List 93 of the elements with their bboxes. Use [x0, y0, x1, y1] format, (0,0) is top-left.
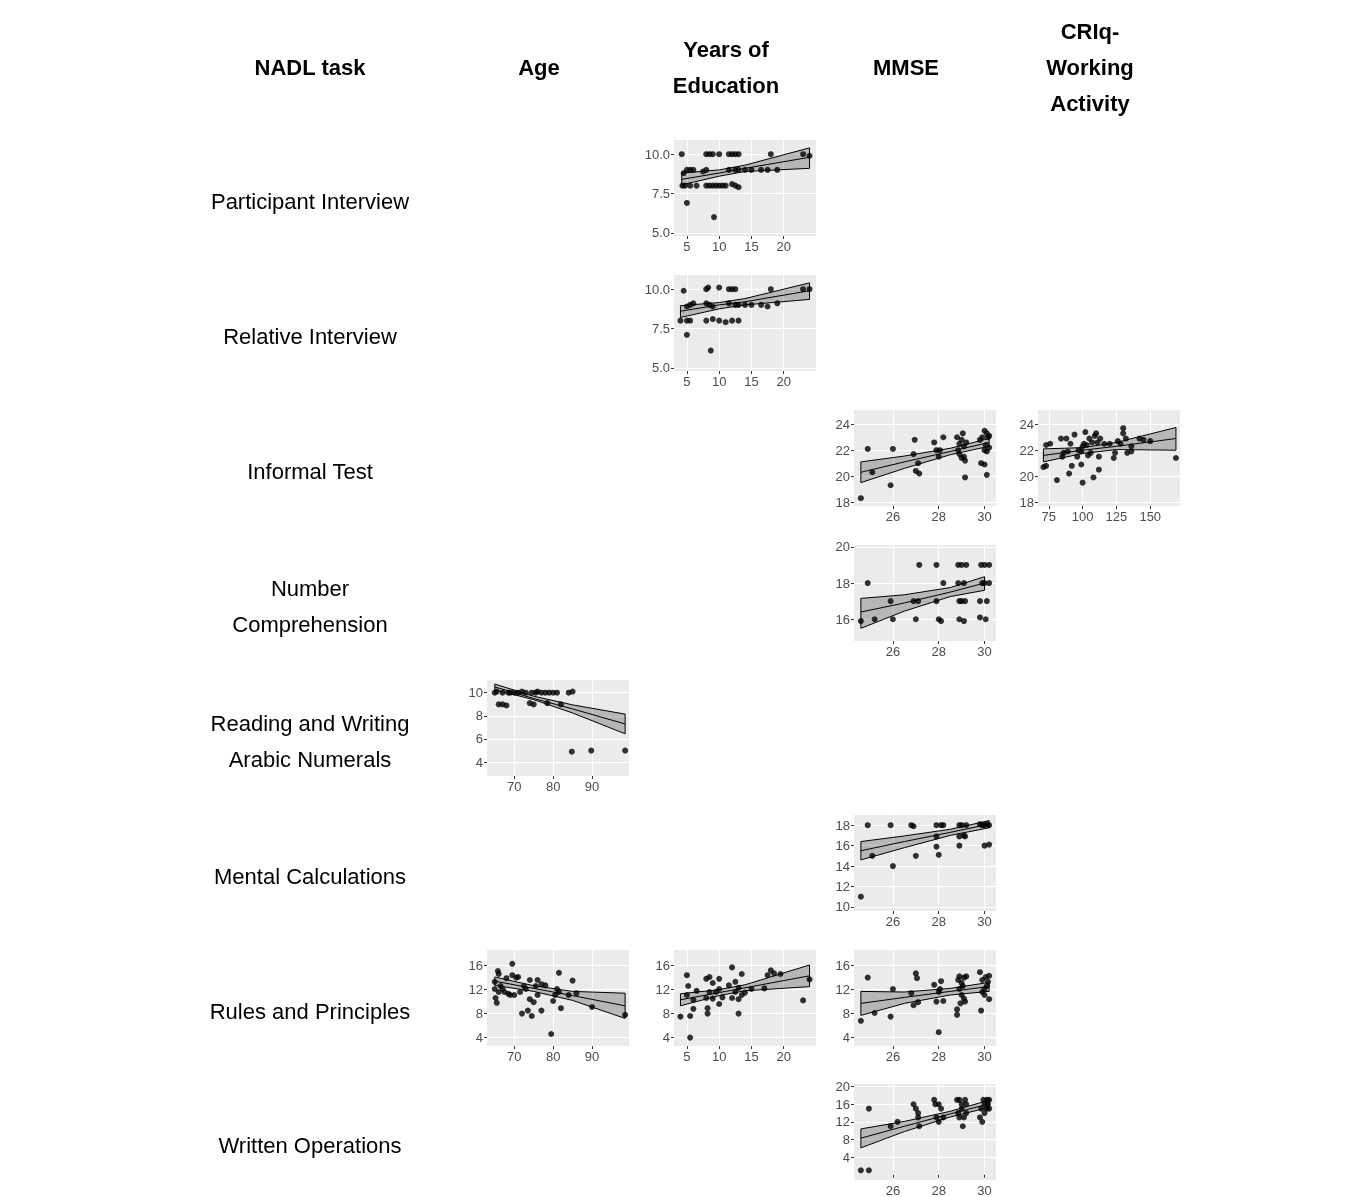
- x-tick-label: 26: [885, 644, 901, 659]
- y-tick-label: 18: [835, 494, 850, 510]
- text: Written Operations: [217, 1132, 403, 1160]
- y-tick-label: 12: [835, 1114, 850, 1130]
- y-tick-label: 4: [662, 1029, 670, 1045]
- y-tick-label: 16: [835, 1096, 850, 1112]
- y-tick-label: 12: [835, 981, 850, 997]
- y-tick-label: 12: [468, 981, 483, 997]
- x-tick-label: 70: [507, 1049, 522, 1064]
- y-tick-label: 8: [842, 1005, 850, 1021]
- x-tick-label: 10: [711, 374, 727, 389]
- x-tick-label: 5: [683, 1049, 691, 1064]
- x-tick-label: 30: [977, 644, 992, 659]
- x-tick-label: 26: [885, 509, 901, 524]
- text: Reading and Writing Arabic Numerals: [209, 710, 411, 774]
- text: Mental Calculations: [213, 863, 407, 891]
- text: MMSE: [872, 54, 940, 82]
- text: Relative Interview: [222, 323, 398, 351]
- y-tick-label: 10.0: [644, 281, 670, 297]
- text: CRIq-Working Activity: [1045, 18, 1135, 118]
- x-tick-label: 26: [885, 914, 901, 929]
- x-tick-label: 26: [885, 1049, 901, 1064]
- x-tick-label: 125: [1105, 509, 1128, 524]
- x-tick-label: 26: [885, 1183, 901, 1197]
- y-tick-label: 4: [475, 1029, 483, 1045]
- x-tick-label: 80: [545, 1049, 561, 1064]
- x-tick-label: 20: [776, 374, 791, 389]
- x-tick-label: 75: [1041, 509, 1057, 524]
- text: Years of Education: [671, 36, 781, 100]
- y-tick-label: 18: [1019, 494, 1034, 510]
- y-tick-label: 22: [1019, 442, 1034, 458]
- text: Age: [517, 54, 561, 82]
- y-tick-label: 16: [468, 957, 483, 973]
- text: NADL task: [253, 54, 367, 82]
- x-tick-label: 5: [683, 374, 691, 389]
- x-tick-label: 28: [931, 914, 946, 929]
- y-tick-label: 18: [835, 575, 850, 591]
- y-tick-label: 4: [842, 1029, 850, 1045]
- x-tick-label: 5: [683, 239, 691, 254]
- y-tick-label: 8: [842, 1131, 850, 1147]
- x-tick-label: 100: [1071, 509, 1094, 524]
- x-tick-label: 30: [977, 914, 992, 929]
- y-tick-label: 5.0: [651, 360, 670, 376]
- y-tick-label: 16: [835, 611, 850, 627]
- y-tick-label: 22: [835, 442, 850, 458]
- y-tick-label: 20: [835, 468, 850, 484]
- y-tick-label: 8: [475, 708, 483, 724]
- y-tick-label: 10: [468, 685, 483, 701]
- x-tick-label: 20: [776, 239, 791, 254]
- text: Number Comprehension: [231, 575, 389, 639]
- x-tick-label: 80: [545, 779, 561, 794]
- y-tick-label: 24: [835, 416, 850, 432]
- y-tick-label: 24: [1019, 416, 1034, 432]
- y-tick-label: 4: [842, 1149, 850, 1165]
- text: Rules and Principles: [208, 998, 412, 1026]
- x-tick-label: 20: [776, 1049, 791, 1064]
- y-tick-label: 16: [655, 957, 670, 973]
- y-tick-label: 6: [475, 731, 483, 747]
- y-tick-label: 20: [1019, 468, 1034, 484]
- y-tick-label: 20: [835, 1079, 850, 1095]
- x-tick-label: 10: [711, 1049, 727, 1064]
- y-tick-label: 16: [835, 957, 850, 973]
- y-tick-label: 10: [835, 899, 850, 915]
- y-tick-label: 10.0: [644, 146, 670, 162]
- x-tick-label: 70: [507, 779, 522, 794]
- text: Participant Interview: [209, 188, 411, 216]
- x-tick-label: 15: [744, 239, 759, 254]
- y-tick-label: 5.0: [651, 225, 670, 241]
- y-tick-label: 7.5: [651, 186, 670, 202]
- text: Informal Test: [246, 458, 374, 486]
- x-tick-label: 28: [931, 1183, 946, 1197]
- y-tick-label: 18: [835, 817, 850, 833]
- y-tick-label: 16: [835, 838, 850, 854]
- x-tick-label: 10: [711, 239, 727, 254]
- x-tick-label: 150: [1139, 509, 1162, 524]
- y-tick-label: 14: [835, 858, 850, 874]
- y-tick-label: 8: [662, 1005, 670, 1021]
- x-tick-label: 28: [931, 644, 946, 659]
- x-tick-label: 90: [584, 1049, 600, 1064]
- x-tick-label: 30: [977, 1049, 992, 1064]
- y-tick-label: 4: [475, 754, 483, 770]
- x-tick-label: 28: [931, 509, 946, 524]
- x-tick-label: 15: [744, 374, 759, 389]
- x-tick-label: 30: [977, 509, 992, 524]
- y-tick-label: 12: [655, 981, 670, 997]
- y-tick-label: 7.5: [651, 321, 670, 337]
- x-tick-label: 30: [977, 1183, 992, 1197]
- y-tick-label: 20: [835, 539, 850, 555]
- x-tick-label: 90: [584, 779, 600, 794]
- x-tick-label: 15: [744, 1049, 759, 1064]
- y-tick-label: 8: [475, 1005, 483, 1021]
- y-tick-label: 12: [835, 878, 850, 894]
- x-tick-label: 28: [931, 1049, 946, 1064]
